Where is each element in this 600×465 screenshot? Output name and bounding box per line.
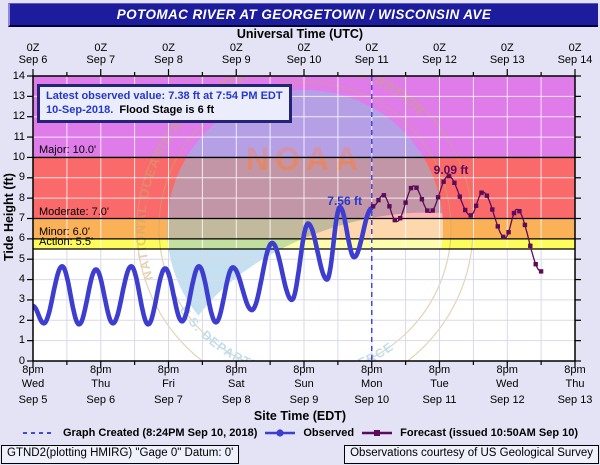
y-axis-tick-label: 13 [12, 89, 25, 102]
top-date-tick-label: Sep 7 [86, 54, 116, 66]
flood-label-moderate: Moderate: 7.0' [39, 205, 109, 218]
top-hour-tick-label: 0Z [229, 42, 243, 54]
bottom-hour-tick-label: 8pm [564, 364, 586, 376]
bottom-hour-tick-label: 8pm [293, 364, 315, 376]
bottom-weekday-tick-label: Tue [430, 378, 449, 390]
top-axis-title: Universal Time (UTC) [236, 27, 364, 41]
axis-ticks [27, 69, 581, 368]
bottom-hour-tick-label: 8pm [496, 364, 518, 376]
bottom-date-tick-label: Sep 5 [18, 394, 48, 406]
flood-label-action: Action: 5.5' [39, 236, 94, 249]
y-axis-tick-label: 4 [18, 273, 25, 286]
y-axis-tick-label: 7 [18, 212, 25, 224]
bottom-weekday-tick-label: Wed [21, 378, 45, 390]
top-hour-tick-label: 0Z [297, 42, 311, 54]
point-value-label: 7.56 ft [327, 194, 362, 209]
top-hour-tick-label: 0Z [500, 42, 514, 54]
created-line-sample [22, 432, 55, 434]
legend-created-label: Graph Created (8:24PM Sep 10, 2018) [62, 427, 258, 439]
bottom-hour-tick-label: 8pm [22, 364, 44, 376]
legend-forecast-label: Forecast (issued 10:50AM Sep 10) [400, 427, 579, 439]
top-hour-tick-label: 0Z [433, 42, 446, 54]
bottom-weekday-tick-label: Thu [565, 378, 585, 390]
top-date-tick-label: Sep 9 [221, 54, 251, 66]
top-hour-tick-label: 0Z [94, 42, 108, 54]
bottom-weekday-tick-label: Sun [294, 378, 314, 390]
y-axis-tick-label: 12 [12, 110, 25, 123]
latest-observed-date: 10-Sep-2018. [46, 104, 114, 116]
noaa-acronym: NOAA [246, 141, 364, 177]
flood-stage-note: Flood Stage is 6 ft [113, 104, 215, 116]
latest-observed-line2: 10-Sep-2018. Flood Stage is 6 ft [46, 103, 283, 117]
bottom-hour-tick-label: 8pm [361, 364, 383, 376]
flood-label-major: Major: 10.0' [39, 144, 97, 157]
observed-line-sample [265, 429, 296, 437]
top-hour-tick-label: 0Z [365, 42, 379, 54]
forecast-line-sample [362, 430, 393, 436]
top-date-tick-label: Sep 11 [354, 54, 389, 66]
top-date-tick-label: Sep 14 [557, 54, 593, 66]
observed-series [33, 204, 374, 327]
y-axis-tick-label: 14 [12, 69, 25, 82]
data-credit-box: Observations courtesy of US Geological S… [344, 445, 599, 464]
top-hour-tick-label: 0Z [568, 42, 582, 54]
bottom-date-tick-label: Sep 10 [354, 394, 390, 406]
latest-observed-callout: Latest observed value: 7.38 ft at 7:54 P… [37, 84, 292, 123]
top-hour-tick-label: 0Z [26, 42, 40, 54]
y-axis-tick-label: 1 [18, 334, 25, 347]
y-axis-tick-label: 5 [18, 252, 25, 265]
top-date-tick-label: Sep 12 [422, 54, 457, 66]
noaa-swoosh [176, 212, 443, 361]
bottom-weekday-tick-label: Sat [227, 378, 245, 390]
y-axis-tick-label: 2 [18, 313, 25, 326]
gage-datum-box: GTND2(plotting HMIRG) "Gage 0" Datum: 0' [1, 445, 240, 464]
bottom-hour-tick-label: 8pm [157, 364, 180, 376]
bottom-date-tick-label: Sep 9 [289, 394, 319, 406]
forecast-series-markers [370, 173, 544, 274]
y-axis-tick-label: 6 [18, 232, 25, 245]
y-axis-tick-label: 3 [18, 293, 25, 306]
bottom-date-tick-label: Sep 8 [221, 394, 251, 406]
y-axis-tick-label: 11 [13, 130, 25, 143]
title-bar: POTOMAC RIVER AT GEORGETOWN / WISCONSIN … [8, 3, 598, 27]
flood-label-minor: Minor: 6.0' [39, 225, 91, 238]
y-axis-tick-label: 0 [18, 354, 25, 367]
legend: Graph Created (8:24PM Sep 10, 2018) Obse… [0, 427, 600, 439]
bottom-hour-tick-label: 8pm [225, 364, 247, 376]
bottom-hour-tick-label: 8pm [90, 364, 112, 376]
bottom-date-tick-label: Sep 7 [154, 394, 183, 406]
y-axis-title: Tide Height (ft) [2, 173, 16, 261]
top-date-tick-label: Sep 8 [154, 54, 183, 66]
bottom-axis-title: Site Time (EDT) [253, 409, 347, 423]
legend-observed-label: Observed [303, 427, 355, 439]
top-hour-tick-label: 0Z [162, 42, 175, 54]
point-value-label: 9.09 ft [433, 162, 469, 177]
page-title: POTOMAC RIVER AT GEORGETOWN / WISCONSIN … [116, 7, 492, 22]
bottom-date-tick-label: Sep 13 [557, 394, 593, 406]
bottom-weekday-tick-label: Thu [91, 378, 111, 390]
y-axis-tick-label: 9 [18, 171, 25, 184]
bottom-date-tick-label: Sep 11 [422, 394, 457, 406]
top-date-tick-label: Sep 6 [18, 54, 48, 66]
bottom-weekday-tick-label: Fri [162, 378, 175, 390]
bottom-hour-tick-label: 8pm [428, 364, 451, 376]
top-date-tick-label: Sep 10 [286, 54, 322, 66]
top-date-tick-label: Sep 13 [489, 54, 525, 66]
y-axis-tick-label: 8 [18, 191, 25, 204]
latest-observed-line1: Latest observed value: 7.38 ft at 7:54 P… [46, 90, 283, 102]
bottom-date-tick-label: Sep 6 [86, 394, 116, 406]
bottom-date-tick-label: Sep 12 [489, 394, 525, 406]
y-axis-tick-label: 10 [12, 150, 25, 163]
series-layer [33, 173, 544, 327]
bottom-weekday-tick-label: Mon [361, 378, 383, 390]
bottom-weekday-tick-label: Wed [496, 378, 519, 390]
